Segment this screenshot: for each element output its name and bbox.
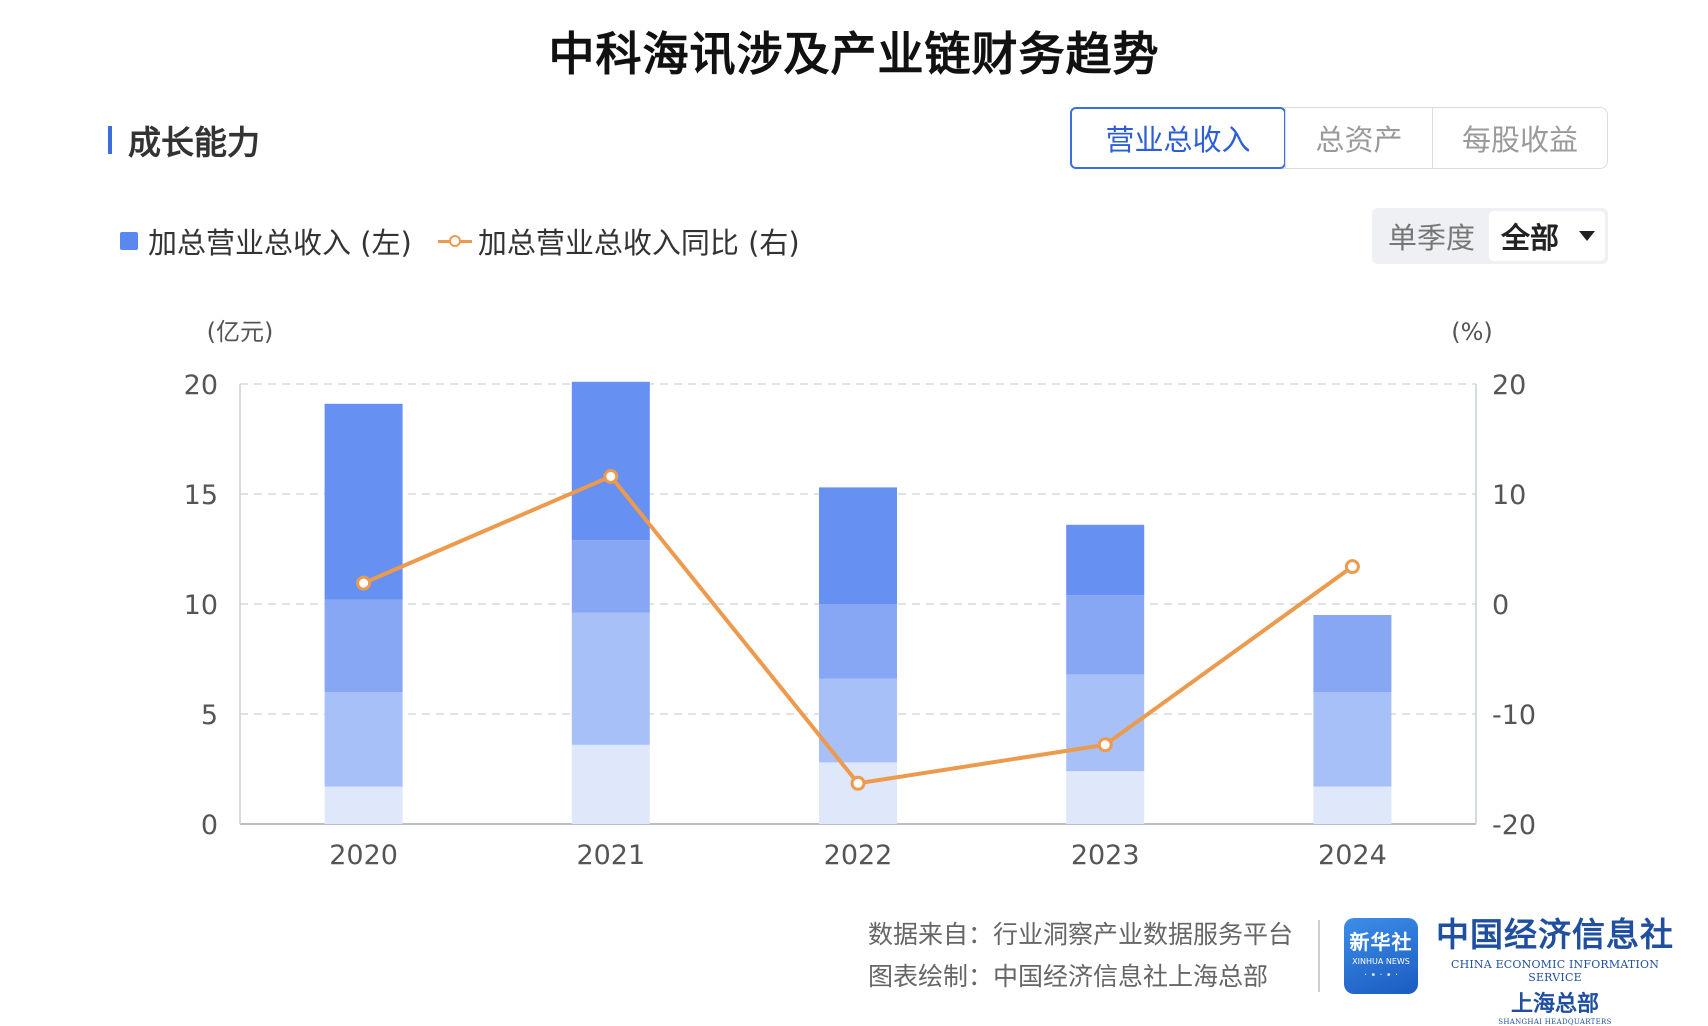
chart-canvas: 0 5 10 15 20 -20 -10 0 10 20 (亿元) (%) 2020 2021 2022 20… <box>184 318 1536 871</box>
bar-segment-q2 <box>324 692 403 787</box>
yoy-point <box>850 775 866 791</box>
legend-item-line[interactable]: 加总营业总收入同比 (右) <box>437 220 800 262</box>
bar-segment-q4 <box>819 487 897 604</box>
x-tick-label: 2024 <box>1318 840 1387 871</box>
cei-logo-sub: 上海总部 <box>1510 991 1599 1017</box>
bar-segment-q1 <box>1066 771 1145 824</box>
cei-logo-sub-en: SHANGHAI HEADQUARTERS <box>1498 1018 1612 1026</box>
chart-title: 中科海讯涉及产业链财务趋势 <box>548 27 1160 81</box>
right-tick-label: -20 <box>1492 810 1536 841</box>
bar-segment-q3 <box>571 540 650 613</box>
filter-label: 单季度 <box>1388 221 1476 255</box>
legend-bar-swatch <box>120 232 138 250</box>
footer-drawn-by: 图表绘制：中国经济信息社上海总部 <box>868 962 1269 991</box>
bar-segment-q4 <box>1066 524 1145 596</box>
right-tick-label: -10 <box>1492 700 1536 731</box>
period-filter: 单季度 全部 <box>1372 208 1608 264</box>
bar-segment-q1 <box>571 744 650 824</box>
legend-item-bar[interactable]: 加总营业总收入 (左) <box>120 220 412 262</box>
yoy-point <box>603 468 619 484</box>
bar-segment-q3 <box>1313 615 1392 692</box>
left-tick-label: 10 <box>184 590 218 621</box>
chart-legend: 加总营业总收入 (左) 加总营业总收入同比 (右) <box>120 220 826 262</box>
bar-segment-q3 <box>324 599 403 692</box>
tab-eps[interactable]: 每股收益 <box>1432 108 1607 168</box>
xinhua-logo-text: 新华社 <box>1349 930 1413 954</box>
x-tick-label: 2022 <box>824 840 893 871</box>
x-tick-label: 2021 <box>576 840 645 871</box>
left-tick-label: 15 <box>184 480 218 511</box>
bar-segment-q2 <box>1066 674 1145 772</box>
footer-divider <box>1318 920 1320 992</box>
left-tick-label: 20 <box>184 370 218 401</box>
tab-total-assets[interactable]: 总资产 <box>1285 108 1432 168</box>
left-axis-unit: (亿元) <box>207 318 274 346</box>
chevron-down-icon <box>1579 231 1595 241</box>
left-tick-label: 5 <box>201 700 218 731</box>
bar-segment-q2 <box>1313 692 1392 787</box>
cei-logo-en: CHINA ECONOMIC INFORMATION SERVICE <box>1450 958 1660 984</box>
bar-segment-q3 <box>1066 595 1145 675</box>
right-tick-label: 10 <box>1492 480 1526 511</box>
right-tick-label: 0 <box>1492 590 1509 621</box>
section-title: 成长能力 <box>128 123 260 162</box>
right-axis-unit: (%) <box>1451 318 1493 346</box>
xinhua-logo-en: XINHUA NEWS <box>1352 957 1410 966</box>
tab-revenue[interactable]: 营业总收入 <box>1070 107 1286 169</box>
x-tick-label: 2020 <box>329 840 398 871</box>
footer-credits: 数据来自：行业洞察产业数据服务平台 图表绘制：中国经济信息社上海总部 <box>868 914 1293 998</box>
bar-segment-q1 <box>1313 786 1392 824</box>
period-select[interactable]: 全部 <box>1489 211 1605 261</box>
legend-line-label: 加总营业总收入同比 (右) <box>477 226 800 260</box>
network-dots-icon: · • · • · <box>1363 970 1399 981</box>
metric-tabs: 营业总收入 总资产 每股收益 <box>1070 107 1608 169</box>
bar-segment-q4 <box>324 403 403 600</box>
footer-source: 数据来自：行业洞察产业数据服务平台 <box>868 920 1294 949</box>
legend-bar-label: 加总营业总收入 (左) <box>148 226 412 260</box>
bar-segment-q1 <box>324 786 403 824</box>
yoy-point <box>1344 559 1360 575</box>
bar-segment-q3 <box>819 604 897 679</box>
right-tick-label: 20 <box>1492 370 1526 401</box>
xinhua-logo: 新华社 XINHUA NEWS · • · • · <box>1344 918 1418 994</box>
legend-line-swatch <box>437 234 472 248</box>
bar-segment-q4 <box>571 381 650 541</box>
section-accent-bar <box>108 126 112 154</box>
section-header: 成长能力 <box>108 116 260 164</box>
cei-logo: 中国经济信息社 CHINA ECONOMIC INFORMATION SERVI… <box>1430 908 1680 1026</box>
bar-segment-q2 <box>571 612 650 745</box>
yoy-point <box>1097 737 1113 753</box>
left-tick-label: 0 <box>201 810 218 841</box>
period-select-value: 全部 <box>1501 221 1560 255</box>
bar-segment-q1 <box>819 762 897 824</box>
cei-logo-cn: 中国经济信息社 <box>1436 915 1674 954</box>
yoy-point <box>356 575 372 591</box>
x-tick-label: 2023 <box>1071 840 1140 871</box>
